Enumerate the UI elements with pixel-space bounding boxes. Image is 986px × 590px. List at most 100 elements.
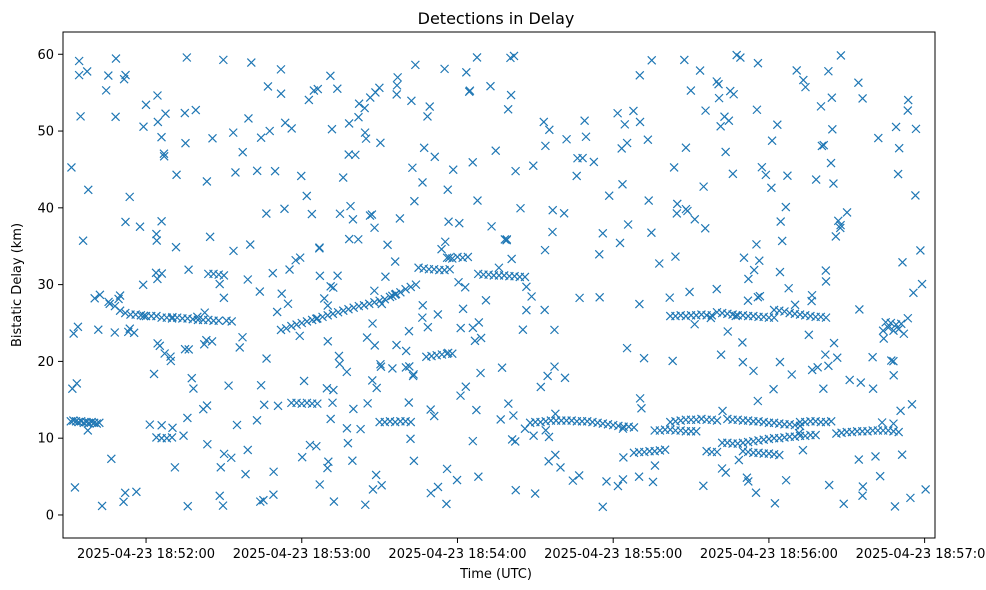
data-point: [246, 58, 256, 67]
data-point: [580, 116, 590, 126]
data-point: [322, 383, 332, 393]
data-point: [503, 104, 513, 114]
data-point: [714, 79, 723, 89]
data-point: [728, 169, 738, 179]
data-point: [370, 223, 379, 233]
data-point: [497, 363, 507, 373]
data-point: [877, 418, 887, 427]
data-point: [464, 87, 474, 97]
data-point: [472, 52, 482, 62]
data-point: [276, 89, 286, 99]
data-point: [790, 300, 800, 310]
data-point: [521, 305, 531, 315]
data-point: [623, 220, 633, 229]
data-point: [214, 316, 224, 326]
data-point: [502, 235, 512, 245]
data-point: [672, 209, 682, 218]
data-point: [456, 323, 466, 333]
data-point: [506, 90, 516, 100]
data-point: [103, 71, 113, 80]
data-point: [315, 480, 325, 489]
data-point: [695, 66, 705, 76]
data-point: [430, 152, 440, 162]
data-point: [643, 135, 653, 145]
data-point: [442, 499, 451, 509]
data-point: [370, 297, 379, 307]
data-point: [187, 373, 197, 383]
data-point: [707, 310, 717, 320]
data-point: [69, 329, 79, 338]
data-point: [443, 348, 453, 358]
data-point: [769, 384, 778, 394]
data-point: [129, 328, 139, 338]
data-point: [917, 279, 927, 289]
data-point: [67, 384, 77, 394]
data-point: [119, 497, 128, 507]
data-point: [349, 303, 359, 313]
data-point: [445, 264, 455, 274]
data-point: [739, 253, 749, 263]
data-point: [481, 295, 491, 305]
data-point: [716, 121, 726, 131]
data-point: [897, 450, 907, 460]
data-point: [342, 423, 352, 433]
data-point: [182, 53, 192, 62]
data-point: [879, 334, 889, 344]
data-point: [167, 432, 177, 442]
data-point: [878, 326, 888, 336]
data-point: [356, 424, 366, 434]
data-point: [827, 124, 837, 134]
data-point: [839, 499, 849, 509]
data-point: [781, 202, 791, 212]
data-point: [269, 467, 279, 477]
data-point: [921, 484, 931, 494]
data-point: [527, 292, 537, 301]
data-point: [83, 426, 93, 435]
data-point: [252, 166, 262, 176]
data-point: [820, 350, 830, 360]
data-point: [202, 401, 212, 411]
data-point: [368, 484, 378, 494]
data-point: [353, 234, 363, 244]
data-point: [724, 116, 734, 126]
x-tick-label: 2025-04-23 18:52:00: [77, 547, 215, 562]
data-point: [835, 223, 845, 233]
data-point: [273, 401, 283, 411]
data-point: [889, 419, 898, 429]
data-point: [189, 384, 198, 394]
data-point: [406, 434, 415, 444]
data-point: [280, 118, 290, 128]
data-point: [152, 236, 162, 246]
data-point: [219, 293, 229, 303]
data-point: [712, 284, 722, 294]
data-point: [120, 488, 130, 498]
data-point: [426, 488, 436, 498]
data-point: [574, 470, 584, 480]
data-point: [433, 310, 443, 319]
data-point: [911, 124, 921, 134]
data-point: [629, 423, 639, 432]
data-point: [295, 331, 305, 341]
data-point: [888, 356, 898, 366]
data-point: [200, 308, 210, 318]
x-tick-label: 2025-04-23 18:56:00: [700, 547, 838, 562]
data-point: [858, 491, 867, 501]
data-point: [644, 196, 654, 205]
data-point: [520, 272, 530, 282]
data-point: [152, 274, 162, 284]
data-point: [836, 220, 846, 230]
data-point: [297, 452, 307, 462]
y-tick-label: 60: [37, 48, 54, 63]
data-point: [94, 418, 104, 428]
data-point: [152, 311, 161, 321]
data-point: [671, 252, 680, 262]
data-point: [743, 274, 753, 284]
data-point: [668, 356, 678, 366]
data-point: [468, 323, 478, 333]
data-point: [613, 481, 623, 491]
data-point: [418, 177, 427, 187]
data-point: [548, 227, 557, 237]
data-point: [292, 320, 301, 329]
data-point: [743, 296, 753, 306]
data-point: [540, 245, 550, 255]
